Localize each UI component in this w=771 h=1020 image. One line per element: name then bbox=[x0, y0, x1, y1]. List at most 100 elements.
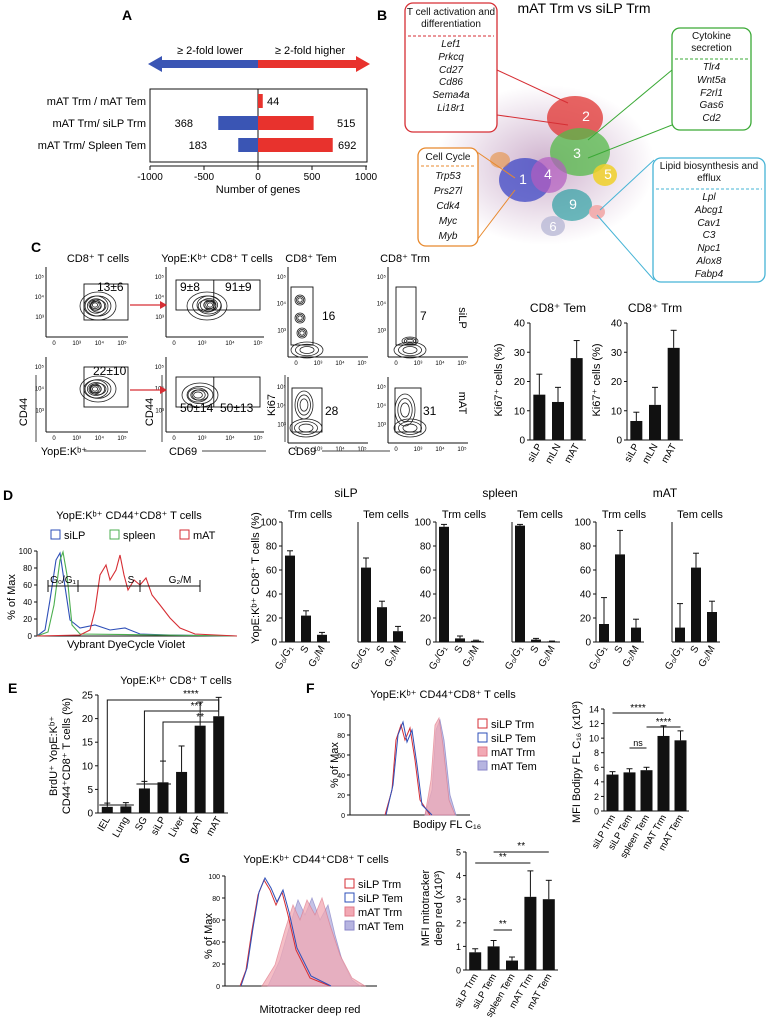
bar bbox=[213, 716, 225, 813]
x-tick-label: S bbox=[299, 644, 312, 656]
lipid-gene-list: Lpl Abcg1 Cav1 C3 Npc1 Alox8 Fabp4 bbox=[653, 192, 765, 282]
g-hist-y-label: % of Max bbox=[203, 913, 215, 959]
flow-tick-label: 10⁵ bbox=[357, 360, 367, 367]
lipid-genes-wrap: Lpl Abcg1 Cav1 C3 Npc1 Alox8 Fabp4 bbox=[653, 192, 765, 282]
bar bbox=[570, 358, 583, 440]
sig-marker: ns bbox=[633, 738, 643, 748]
flow-tick-label: 0 bbox=[294, 447, 298, 453]
gene: C3 bbox=[702, 230, 716, 242]
sig-marker: **** bbox=[183, 689, 199, 700]
g-legend: siLP Trm siLP Tem mAT Trm mAT Tem bbox=[344, 878, 404, 933]
flow-gate bbox=[394, 387, 422, 433]
axis-arrows bbox=[35, 375, 390, 452]
cluster-2-blob bbox=[547, 96, 603, 140]
hist-x-label: Vybrant DyeCycle Violet bbox=[67, 639, 185, 651]
flow-contour bbox=[294, 312, 306, 324]
t-cell-genes-wrap: Lef1 Prkcq Cd27 Cd86 Sema4a Li18r1 bbox=[432, 39, 470, 114]
bar-title: CD8⁺ Tem bbox=[530, 301, 586, 315]
y-tick-label: 40 bbox=[266, 590, 278, 601]
flow-col-title: CD8⁺ Tem bbox=[285, 253, 336, 265]
y-tick-label: 20 bbox=[580, 614, 592, 625]
bar bbox=[317, 634, 327, 642]
y-tick-label: 60 bbox=[337, 753, 345, 760]
flow-tick-label: 10⁴ bbox=[95, 435, 105, 442]
x-ticks: -1000 -500 0 500 1000 bbox=[137, 166, 378, 183]
flow-tick-label: 10³ bbox=[155, 408, 164, 414]
gene: Sema4a bbox=[432, 90, 470, 102]
hist-spleen bbox=[36, 549, 238, 637]
gene: Cd2 bbox=[702, 113, 721, 125]
cluster-label: 3 bbox=[573, 145, 581, 161]
flow-contour bbox=[89, 382, 107, 396]
gene: Tlr4 bbox=[702, 62, 721, 73]
higher-bar bbox=[258, 138, 333, 152]
subchart-title: Tem cells bbox=[517, 509, 563, 521]
lipid-title-wrap: Lipid biosynthesis and efflux bbox=[660, 161, 758, 184]
cluster-9-blob bbox=[552, 189, 592, 221]
flow-contour bbox=[190, 389, 206, 401]
bar bbox=[524, 896, 537, 970]
subchart-title: Trm cells bbox=[288, 509, 333, 521]
bar bbox=[615, 554, 625, 642]
cluster-label: 9 bbox=[569, 196, 577, 212]
row-label-silp: siLP bbox=[456, 307, 468, 328]
cell-cycle-subchart: G₀/G₁ SG₂/M Tem cells bbox=[349, 509, 409, 672]
sig-marker: ** bbox=[196, 712, 204, 723]
flow-contour bbox=[402, 423, 418, 433]
flow-contour bbox=[196, 295, 222, 315]
sig-marker: ** bbox=[499, 852, 507, 863]
d-legend: siLP spleen mAT bbox=[50, 529, 216, 542]
cytokine-genes-wrap: Tlr4 Wnt5a F2rl1 Gas6 Cd2 bbox=[697, 62, 726, 125]
y-tick-label: 40 bbox=[580, 590, 592, 601]
flow-contour bbox=[406, 338, 414, 344]
sig-marker: ** bbox=[499, 919, 507, 930]
y-tick-label: 20 bbox=[23, 615, 32, 624]
f-hist-y-label: % of Max bbox=[329, 742, 341, 788]
flow-tick-label: 10⁵ bbox=[457, 446, 467, 453]
x-tick-label: G₂/M bbox=[461, 644, 482, 669]
cluster-label: 2 bbox=[582, 108, 590, 124]
cell-cycle-title: Cell Cycle bbox=[425, 152, 471, 163]
flow-contour bbox=[297, 328, 306, 337]
flow-col-title: CD8⁺ T cells bbox=[67, 253, 130, 265]
cluster-label: 1 bbox=[519, 171, 527, 187]
y-tick-label: 60 bbox=[420, 566, 432, 577]
bar bbox=[542, 899, 555, 970]
group-title: siLP bbox=[334, 486, 357, 500]
gene: Myc bbox=[438, 216, 458, 227]
cluster-6-blob bbox=[541, 216, 565, 236]
panel-a-row-labels: mAT Trm / mAT Tem mAT Trm/ siLP Trm mAT … bbox=[38, 96, 146, 152]
legend-label: mAT Trm bbox=[358, 907, 402, 919]
x-tick-label: S bbox=[689, 644, 702, 656]
x-tick-label: S bbox=[453, 644, 466, 656]
bar bbox=[487, 946, 500, 970]
mitotracker-histogram: 0 20 40 60 80 100 bbox=[208, 874, 377, 991]
flow-tick-label: 10⁴ bbox=[277, 403, 287, 410]
cluster-4-blob bbox=[531, 157, 567, 193]
axis-label-yope: YopE:Kᵇ⁺ bbox=[41, 446, 87, 458]
flow-tick-label: 10³ bbox=[377, 422, 386, 428]
g-bar-y-label: MFI mitotracker bbox=[420, 869, 432, 946]
bar-title: CD8⁺ Trm bbox=[628, 301, 682, 315]
value-label: 368 bbox=[175, 118, 193, 130]
bar bbox=[506, 960, 518, 970]
y-tick-label: 5 bbox=[87, 785, 93, 796]
panel-a: A ≥ 2-fold lower ≥ 2-fold higher mAT Trm… bbox=[38, 7, 378, 196]
flow-col-title: CD8⁺ Trm bbox=[380, 253, 430, 265]
flow-contour bbox=[400, 402, 410, 418]
x-tick-label: mLN bbox=[544, 442, 564, 466]
hist-siLP-Trm bbox=[384, 723, 431, 816]
cytokine-title-wrap: Cytokine secretion bbox=[691, 31, 732, 54]
flow-contour bbox=[205, 300, 215, 309]
flow-contour bbox=[299, 398, 309, 412]
phase-label: G₀/G₁ bbox=[50, 575, 76, 586]
flow-tick-label: 10⁴ bbox=[225, 435, 235, 442]
y-tick-label: 0 bbox=[594, 807, 599, 817]
f-hist-title: YopE:Kᵇ⁺ CD44⁺CD8⁺ T cells bbox=[370, 689, 516, 701]
flow-contour bbox=[186, 385, 214, 405]
row-label-mat: mAT bbox=[456, 392, 468, 415]
x-tick-label: G₀/G₁ bbox=[349, 643, 372, 671]
flow-tick-label: 10³ bbox=[277, 328, 286, 334]
flow-contour bbox=[298, 423, 314, 433]
y-tick-label: 20 bbox=[212, 962, 220, 969]
